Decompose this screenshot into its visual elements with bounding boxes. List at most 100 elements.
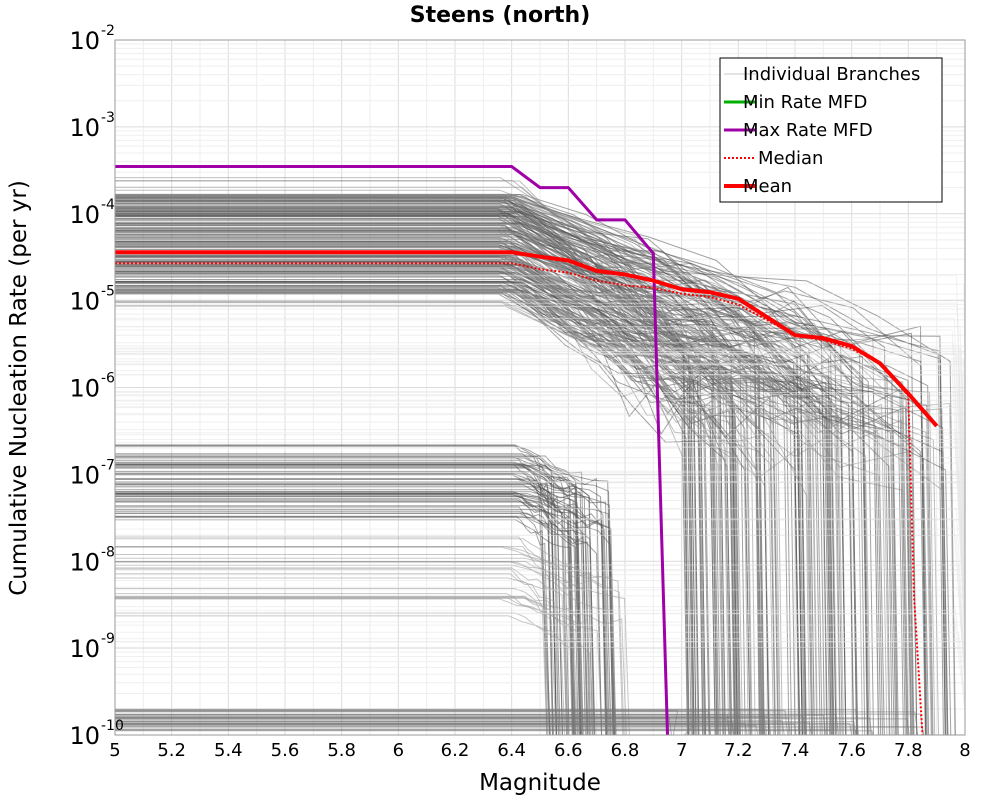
x-tick-label: 7.6 (837, 740, 866, 761)
branch-line (115, 597, 583, 735)
branch-line (115, 710, 712, 735)
branch-line (115, 459, 553, 735)
branch-line (115, 716, 807, 735)
branch-line (115, 283, 965, 397)
branch-line (115, 463, 615, 735)
branch-line (115, 291, 692, 735)
legend-label: Median (758, 148, 823, 169)
branch-line (115, 291, 948, 735)
branch-line (115, 534, 965, 681)
branch-line (115, 720, 785, 735)
branch-line (115, 201, 719, 735)
branch-line (115, 446, 965, 448)
branch-line (115, 180, 764, 735)
branch-line (115, 256, 749, 735)
branch-line (115, 624, 965, 626)
branch-line (115, 215, 761, 735)
legend-box (719, 57, 943, 203)
y-tick-label: 10 (69, 461, 100, 489)
branch-line (115, 403, 965, 405)
branch-line (115, 493, 558, 735)
x-tick-label: 8 (959, 740, 970, 761)
branch-line (115, 354, 965, 600)
branch-line (115, 597, 579, 735)
series-max-rate-mfd (115, 165, 669, 735)
x-tick-label: 7.2 (724, 740, 753, 761)
y-tick-label: 10 (69, 201, 100, 229)
branch-line (115, 509, 616, 735)
y-tick-exponent: -2 (101, 23, 115, 39)
branch-line (115, 301, 890, 735)
branch-line (115, 723, 853, 735)
branch-line (115, 457, 965, 459)
branch-line (115, 577, 617, 735)
branch-line (115, 299, 965, 309)
x-tick-label: 6.2 (441, 740, 470, 761)
branch-line (115, 200, 946, 735)
branch-line (115, 197, 879, 735)
branch-line (115, 457, 581, 735)
branch-line (115, 567, 568, 735)
branch-line (115, 286, 781, 735)
x-tick-label: 5.6 (271, 740, 300, 761)
branch-line (115, 238, 781, 735)
legend-label: Individual Branches (743, 64, 920, 85)
branch-line (115, 289, 948, 735)
legend-label: Mean (743, 176, 792, 197)
branch-line (115, 300, 914, 735)
branch-line (115, 218, 838, 735)
branch-line (115, 260, 897, 735)
branch-line (115, 289, 913, 735)
branch-line (115, 434, 965, 656)
branch-line (115, 493, 610, 735)
branch-line (115, 362, 965, 364)
branch-line (115, 593, 557, 735)
branch-line (115, 728, 741, 735)
branch-line (115, 516, 551, 735)
y-tick-exponent: -6 (101, 371, 115, 387)
y-tick-label: 10 (69, 27, 100, 55)
branch-line (115, 470, 965, 629)
branch-line (115, 561, 589, 735)
branch-line (115, 270, 854, 735)
branch-line (115, 462, 586, 735)
branch-line (115, 429, 965, 647)
branch-line (115, 714, 840, 735)
branch-line (115, 196, 863, 735)
branch-line (115, 326, 965, 549)
x-tick-label: 7 (676, 740, 687, 761)
y-tick-exponent: -9 (101, 631, 115, 647)
branch-line (115, 726, 919, 735)
branch-line (115, 613, 965, 615)
branch-line (115, 180, 706, 735)
y-tick-exponent: -3 (101, 110, 115, 126)
branch-line (115, 245, 872, 735)
individual-branches (115, 177, 965, 735)
branch-line (115, 646, 965, 648)
branch-line (115, 595, 566, 735)
plot-frame (114, 39, 966, 736)
branch-line (115, 508, 965, 671)
branch-line (115, 710, 789, 735)
branch-line (115, 289, 813, 735)
branch-line (115, 641, 965, 643)
x-tick-label: 6.6 (554, 740, 583, 761)
branch-line (115, 317, 965, 621)
branch-line (115, 194, 908, 735)
branch-line (115, 717, 791, 735)
branch-line (115, 267, 744, 735)
branch-line (115, 519, 965, 521)
x-tick-label: 7.4 (781, 740, 810, 761)
branch-line (115, 609, 965, 710)
branch-line (115, 263, 888, 735)
legend: Individual Branches Min Rate MFD Max Rate … (719, 57, 943, 203)
branch-line (115, 561, 613, 735)
branch-line (115, 481, 965, 483)
x-tick-label: 6 (393, 740, 404, 761)
branch-line (115, 564, 965, 679)
branch-line (115, 484, 591, 735)
branch-line (115, 232, 841, 735)
branch-line (115, 612, 578, 735)
branch-line (115, 708, 767, 735)
